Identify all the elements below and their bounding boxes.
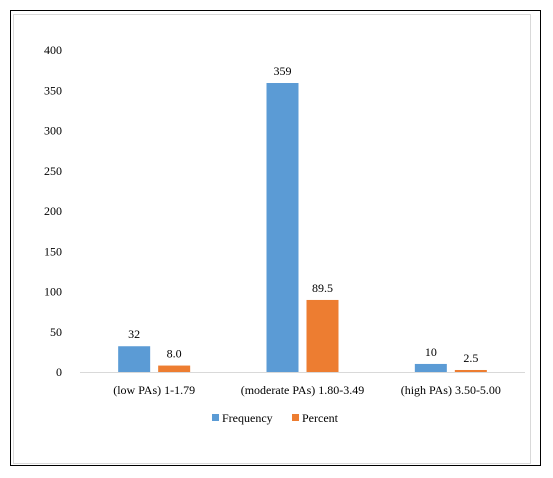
bar-frequency-2 bbox=[414, 363, 447, 372]
bar-percent-0 bbox=[158, 365, 191, 372]
y-tick-label-0: 0 bbox=[56, 365, 62, 379]
y-tick-label-3: 150 bbox=[44, 244, 62, 258]
legend-swatch-frequency bbox=[212, 414, 219, 421]
y-tick-label-2: 100 bbox=[44, 285, 62, 299]
x-tick-label-2: (high PAs) 3.50-5.00 bbox=[401, 383, 501, 397]
y-tick-label-1: 50 bbox=[50, 325, 62, 339]
chart-area-border bbox=[13, 14, 531, 464]
legend-label-percent: Percent bbox=[302, 411, 339, 425]
y-tick-label-5: 250 bbox=[44, 164, 62, 178]
bars bbox=[118, 83, 487, 372]
legend: Frequency Percent bbox=[212, 411, 339, 425]
data-label-frequency-0: 32 bbox=[128, 327, 140, 341]
bar-percent-1 bbox=[306, 299, 339, 372]
data-label-percent-0: 8.0 bbox=[167, 347, 182, 361]
bar-percent-2 bbox=[454, 369, 487, 372]
data-label-percent-2: 2.5 bbox=[463, 351, 478, 365]
data-label-percent-1: 89.5 bbox=[312, 281, 333, 295]
data-labels: 32 8.0 359 89.5 10 2.5 bbox=[128, 64, 478, 365]
y-tick-label-6: 300 bbox=[44, 124, 62, 138]
bar-frequency-1 bbox=[266, 83, 299, 372]
x-tick-label-0: (low PAs) 1-1.79 bbox=[113, 383, 195, 397]
y-tick-label-7: 350 bbox=[44, 83, 62, 97]
legend-swatch-percent bbox=[292, 414, 299, 421]
legend-label-frequency: Frequency bbox=[222, 411, 273, 425]
axes: 0 50 100 150 200 250 300 350 400 (low PAs) 1-1.79… bbox=[44, 43, 525, 397]
data-label-frequency-1: 359 bbox=[274, 64, 292, 78]
bar-frequency-0 bbox=[118, 346, 151, 372]
y-tick-label-8: 400 bbox=[44, 43, 62, 57]
y-tick-label-4: 200 bbox=[44, 204, 62, 218]
x-tick-label-1: (moderate PAs) 1.80-3.49 bbox=[241, 383, 365, 397]
data-label-frequency-2: 10 bbox=[425, 345, 437, 359]
